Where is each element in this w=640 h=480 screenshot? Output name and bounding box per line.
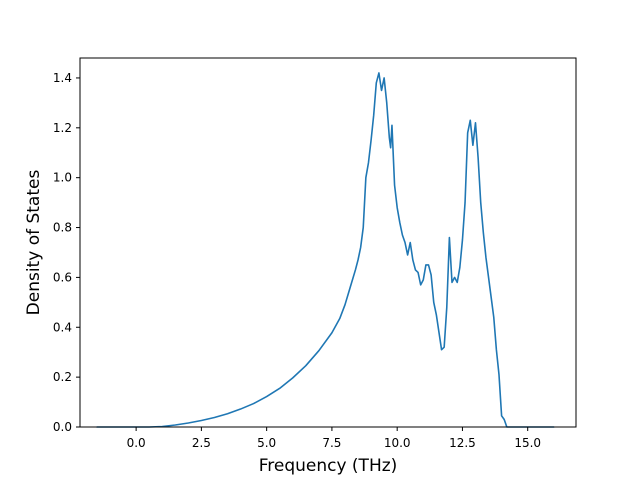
x-tick-label: 12.5	[449, 436, 476, 450]
y-tick-label: 0.8	[53, 221, 72, 235]
x-axis-label: Frequency (THz)	[259, 456, 398, 476]
axes-frame	[79, 57, 577, 428]
x-tick-label: 2.5	[192, 436, 211, 450]
x-tick-label: 7.5	[322, 436, 341, 450]
y-tick-label: 0.0	[53, 420, 72, 434]
y-tick-label: 1.2	[53, 121, 72, 135]
x-axis-ticks: 0.0 2.5 5.0 7.5 10.0 12.5 15.0	[127, 427, 541, 450]
x-tick-label: 5.0	[257, 436, 276, 450]
x-tick-label: 10.0	[384, 436, 411, 450]
series-line-0	[96, 72, 555, 428]
y-tick-label: 0.6	[53, 270, 72, 284]
x-tick-label: 15.0	[514, 436, 541, 450]
x-tick-label: 0.0	[127, 436, 146, 450]
y-tick-label: 1.0	[53, 171, 72, 185]
y-axis-ticks: 0.0 0.2 0.4 0.6 0.8 1.0 1.2 1.4	[53, 71, 80, 434]
y-tick-label: 0.2	[53, 370, 72, 384]
y-axis-label: Density of States	[24, 170, 44, 316]
y-tick-label: 0.4	[53, 320, 72, 334]
y-tick-label: 1.4	[53, 71, 72, 85]
plot-area	[96, 72, 555, 428]
